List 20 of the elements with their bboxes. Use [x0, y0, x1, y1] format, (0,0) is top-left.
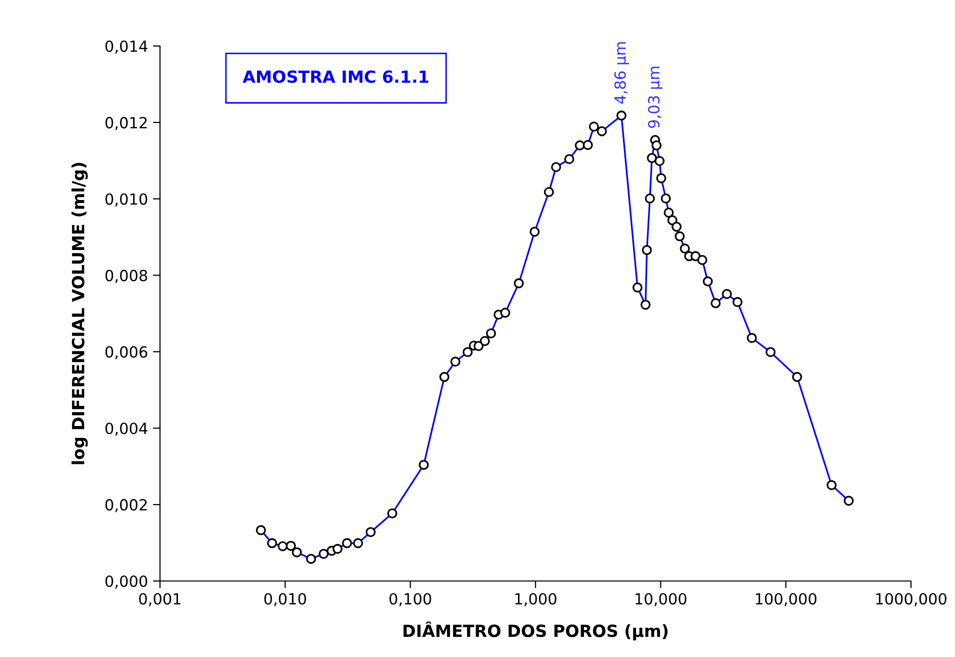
x-tick-label: 0,100	[389, 593, 432, 606]
x-tick-label: 100,000	[756, 593, 816, 606]
x-tick-label: 1,000	[515, 593, 556, 606]
y-tick-label: 0,008	[105, 270, 148, 283]
y-tick-label: 0,004	[105, 422, 148, 436]
x-tick-label: 0,001	[139, 593, 180, 606]
x-tick-label: 10,000	[636, 593, 686, 606]
y-axis-title: log DIFERENCIAL VOLUME (ml/g)	[72, 162, 88, 464]
text: AMOSTRA IMC 6.1.1	[242, 70, 428, 83]
x-tick-label: 0,010	[264, 593, 306, 606]
y-tick-label: 0,002	[105, 499, 147, 512]
y-tick-label: 0,006	[105, 346, 148, 360]
x-tick-label: 1000,000	[876, 593, 946, 606]
y-tick-label: 0,000	[105, 575, 148, 589]
annotation: 9,03 µm	[648, 66, 663, 128]
x-axis-title: DIÂMETRO DOS POROS (µm)	[404, 621, 668, 640]
y-tick-label: 0,014	[105, 40, 148, 54]
y-tick-label: 0,010	[105, 193, 148, 206]
y-tick-label: 0,012	[105, 116, 147, 130]
annotation: 4,86 µm	[614, 42, 629, 104]
